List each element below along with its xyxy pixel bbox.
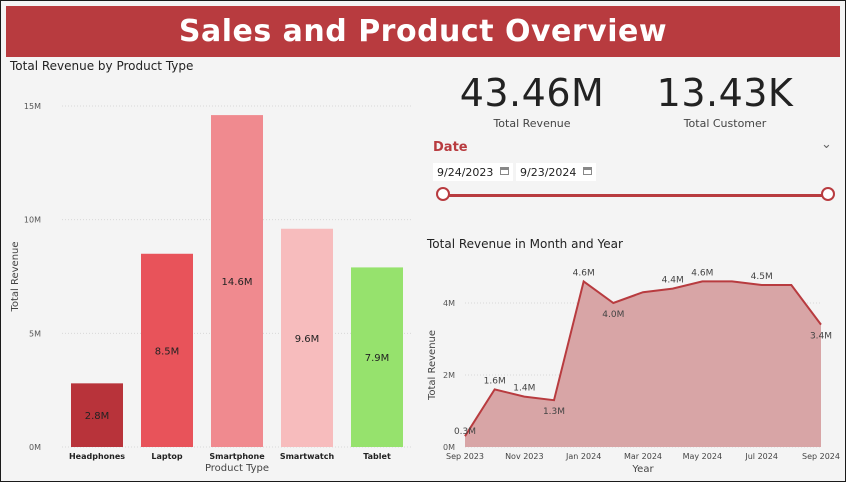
- calendar-icon[interactable]: [583, 167, 592, 175]
- kpi-total-revenue-label: Total Revenue: [493, 117, 571, 130]
- dashboard-title: Sales and Product Overview: [178, 14, 668, 49]
- area-data-label: 4.0M: [602, 310, 624, 320]
- bar-category-label: Smartphone: [209, 452, 265, 461]
- area-xtick-label: Mar 2024: [624, 452, 662, 461]
- start-date-input[interactable]: 9/24/2023: [433, 163, 513, 181]
- area-series-line: [464, 279, 822, 437]
- area-fill: [465, 281, 821, 447]
- calendar-icon[interactable]: [500, 167, 509, 175]
- bar-data-label: 8.5M: [155, 346, 180, 357]
- area-xtick-label: Nov 2023: [505, 452, 544, 461]
- slider-end-handle[interactable]: [821, 187, 835, 201]
- bar-category-label: Headphones: [69, 452, 125, 461]
- area-y-axis-title: Total Revenue: [427, 330, 438, 401]
- bar-chart-svg: 0M 5M 10M 15M 2.8M Headphones 8.5M Laptop 14.6M S…: [10, 102, 412, 474]
- area-xtick-label: Sep 2023: [446, 452, 484, 461]
- end-date-value: 9/23/2024: [520, 165, 577, 179]
- area-xtick-label: Sep 2024: [802, 452, 840, 461]
- bar-data-label: 7.9M: [365, 353, 390, 364]
- bar-data-label: 9.6M: [295, 334, 320, 345]
- bar-smartwatch: [281, 228, 333, 447]
- area-xtick-label: Jan 2024: [565, 452, 601, 461]
- bar-category-label: Laptop: [151, 452, 183, 461]
- bar-ytick-label: 10M: [24, 216, 41, 225]
- revenue-by-product-chart[interactable]: Total Revenue by Product Type 0M 5M 10M 15M…: [6, 59, 421, 478]
- bar-headphones: [71, 383, 123, 447]
- area-ytick-label: 2M: [443, 371, 455, 380]
- kpi-total-revenue-value: 43.46M: [459, 71, 605, 115]
- kpi-total-customer-value: 13.43K: [656, 71, 794, 115]
- area-data-label: 1.6M: [484, 376, 506, 386]
- date-slicer-title: Date: [433, 140, 468, 155]
- chevron-down-icon[interactable]: ⌄: [821, 137, 832, 152]
- dashboard-title-bar: Sales and Product Overview: [6, 6, 840, 57]
- area-x-axis-title: Year: [631, 464, 654, 475]
- bar-data-label: 14.6M: [222, 277, 253, 288]
- bar-category-label: Smartwatch: [280, 452, 335, 461]
- area-xtick-label: May 2024: [683, 452, 722, 461]
- area-chart-title: Total Revenue in Month and Year: [427, 237, 623, 251]
- bar-tablet: [351, 267, 403, 447]
- bar-smartphone: [211, 115, 263, 448]
- area-data-label: 4.6M: [691, 268, 713, 278]
- bar-laptop: [141, 253, 193, 447]
- area-chart-svg: 0M 2M 4M 0.3M 1.6M 1.4M 1.3M 4.6M 4.0M 4.4M 4.6M 4.…: [427, 268, 840, 475]
- bar-data-label: 2.8M: [85, 411, 110, 422]
- date-range-slider-track[interactable]: [443, 194, 828, 197]
- end-date-input[interactable]: 9/23/2024: [516, 163, 596, 181]
- area-data-label: 0.3M: [454, 427, 476, 437]
- start-date-value: 9/24/2023: [437, 165, 494, 179]
- kpi-total-customer-label: Total Customer: [683, 117, 767, 130]
- area-data-label: 1.4M: [513, 384, 535, 394]
- area-data-label: 4.4M: [662, 276, 684, 286]
- bar-category-label: Tablet: [363, 452, 391, 461]
- bar-ytick-label: 5M: [29, 329, 41, 338]
- area-data-label: 4.6M: [573, 268, 595, 278]
- bar-x-axis-title: Product Type: [205, 463, 269, 474]
- area-ytick-label: 0M: [443, 443, 455, 452]
- area-ytick-label: 4M: [443, 299, 455, 308]
- area-data-label: 4.5M: [751, 272, 773, 282]
- bar-chart-title: Total Revenue by Product Type: [10, 59, 194, 73]
- bar-ytick-label: 15M: [24, 102, 41, 111]
- area-data-label: 1.3M: [543, 407, 565, 417]
- area-data-label: 3.4M: [810, 332, 832, 342]
- slider-start-handle[interactable]: [436, 187, 450, 201]
- bar-y-axis-title: Total Revenue: [10, 241, 21, 312]
- area-xtick-label: Jul 2024: [744, 452, 778, 461]
- bar-ytick-label: 0M: [29, 443, 41, 452]
